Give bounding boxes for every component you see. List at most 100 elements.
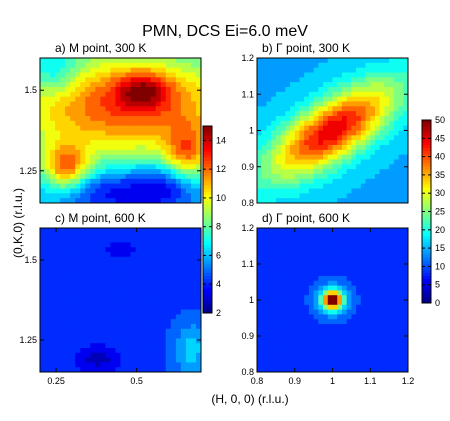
heat-cell xyxy=(125,367,132,372)
heat-cell xyxy=(280,242,286,248)
heat-cell xyxy=(266,183,272,190)
heat-cell xyxy=(105,62,112,69)
heat-cell xyxy=(290,72,296,78)
heat-cell xyxy=(100,120,107,127)
heat-cell xyxy=(160,106,167,112)
colorbar-step xyxy=(203,297,212,302)
heat-cell xyxy=(105,304,112,311)
heat-cell xyxy=(100,261,107,267)
heat-cell xyxy=(365,198,371,203)
heat-cell xyxy=(90,338,96,344)
heat-cell xyxy=(360,338,367,344)
heat-cell xyxy=(318,193,324,199)
heat-cell xyxy=(318,304,324,311)
heat-cell xyxy=(65,367,71,372)
heat-cell xyxy=(185,266,192,272)
heat-cell xyxy=(165,77,172,83)
ytick-label: 1.1 xyxy=(241,89,254,99)
heat-cell xyxy=(160,324,167,330)
heat-cell xyxy=(389,130,395,136)
heat-cell xyxy=(403,319,408,325)
heat-cell xyxy=(195,111,201,117)
heat-cell xyxy=(125,169,132,175)
heat-cell xyxy=(384,228,390,234)
heat-cell xyxy=(261,367,268,372)
heat-cell xyxy=(75,304,81,311)
heat-cell xyxy=(55,135,61,141)
heat-cell xyxy=(50,58,56,64)
heat-cell xyxy=(90,198,96,203)
heat-cell xyxy=(180,116,187,122)
heat-cell xyxy=(70,130,76,136)
heat-cell xyxy=(75,367,81,372)
heat-cell xyxy=(332,304,338,311)
heat-cell xyxy=(365,72,371,78)
heat-cell xyxy=(90,328,96,335)
heat-cell xyxy=(341,125,348,132)
heat-cell xyxy=(290,271,296,277)
heat-cell xyxy=(323,120,329,127)
heat-cell xyxy=(304,101,310,107)
heat-cell xyxy=(120,82,127,88)
heat-cell xyxy=(327,280,334,287)
heat-cell xyxy=(313,261,319,267)
heat-cell xyxy=(140,198,147,203)
heat-cell xyxy=(285,290,291,296)
heat-cell xyxy=(50,116,56,122)
heat-cell xyxy=(360,228,367,234)
heat-cell xyxy=(155,261,162,267)
heat-cell xyxy=(60,178,66,185)
heat-cell xyxy=(95,96,101,103)
heat-cell xyxy=(155,256,162,263)
heat-cell xyxy=(356,295,362,301)
heat-cell xyxy=(374,159,381,165)
colorbar-step xyxy=(422,229,431,234)
heat-cell xyxy=(190,106,197,112)
heat-cell xyxy=(261,130,268,136)
heat-cell xyxy=(55,188,61,194)
heat-cell xyxy=(341,145,348,151)
heat-cell xyxy=(271,58,277,64)
heat-cell xyxy=(351,72,357,78)
heat-cell xyxy=(155,140,162,146)
heat-cell xyxy=(105,228,112,234)
heat-cell xyxy=(374,228,381,234)
heat-cell xyxy=(356,276,362,282)
heat-cell xyxy=(351,183,357,190)
heat-cell xyxy=(398,266,404,272)
heat-cell xyxy=(100,237,107,243)
colorbar-step xyxy=(203,213,212,217)
heat-cell xyxy=(313,314,319,320)
heat-cell xyxy=(337,247,343,253)
heat-cell xyxy=(145,237,152,243)
heat-cell xyxy=(60,87,66,93)
heat-cell xyxy=(115,252,122,258)
heat-cell xyxy=(398,116,404,122)
heat-cell xyxy=(170,285,177,291)
heat-cell xyxy=(125,140,132,146)
heat-cell xyxy=(327,106,334,112)
heat-cell xyxy=(120,338,127,344)
heat-cell xyxy=(285,300,291,306)
heat-cell xyxy=(370,232,376,239)
heat-cell xyxy=(327,120,334,127)
heat-cell xyxy=(45,357,51,363)
heat-cell xyxy=(323,169,329,175)
heat-cell xyxy=(271,116,277,122)
heat-cell xyxy=(403,304,408,311)
heat-cell xyxy=(332,295,338,301)
heat-cell xyxy=(155,120,162,127)
heat-cell xyxy=(65,309,71,315)
heat-cell xyxy=(360,174,367,180)
heat-cell xyxy=(304,193,310,199)
heat-cell xyxy=(185,120,192,127)
heat-cell xyxy=(365,130,371,136)
heat-cell xyxy=(398,58,404,64)
heat-cell xyxy=(365,135,371,141)
heat-cell xyxy=(384,106,390,112)
heat-cell xyxy=(294,314,301,320)
heat-cell xyxy=(160,91,167,98)
heat-cell xyxy=(125,266,132,272)
heat-cell xyxy=(384,352,390,359)
heat-cell xyxy=(294,333,301,339)
